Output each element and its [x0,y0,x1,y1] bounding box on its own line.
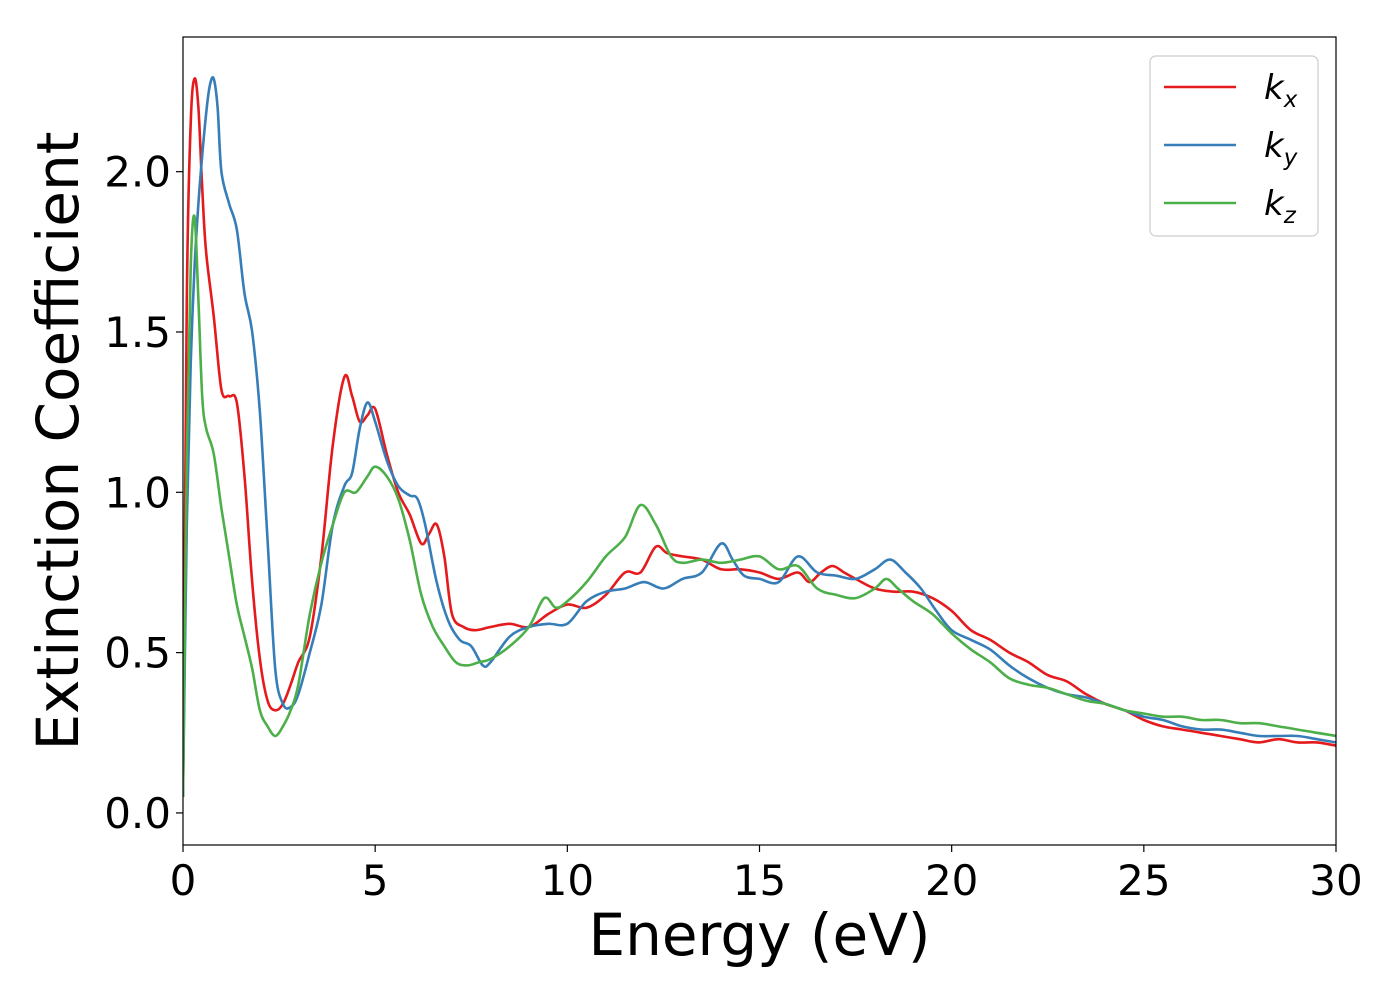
legend-label-kz: kz [1264,184,1297,229]
x-tick-label: 10 [541,856,594,905]
y-tick-label: 1.0 [104,468,171,517]
x-tick-label: 25 [1117,856,1170,905]
legend-label-ky: ky [1264,126,1298,171]
series-line-kz [183,214,1336,797]
series-layer [183,75,1336,797]
y-axis-ticks: 0.0 0.5 1.0 1.5 2.0 [104,148,183,838]
x-tick-label: 5 [362,856,389,905]
y-tick-label: 0.0 [104,789,171,838]
x-axis-ticks: 0 5 10 15 20 25 30 [170,845,1363,905]
y-tick-label: 0.5 [104,629,171,678]
y-tick-label: 1.5 [104,308,171,357]
y-axis-label: Extinction Coefficient [24,132,92,751]
x-tick-label: 0 [170,856,197,905]
legend-label-kx: kx [1264,68,1298,113]
legend-label-subscript: x [1283,87,1298,113]
legend-label-subscript: y [1283,145,1298,171]
legend-label-base: k [1264,126,1285,166]
x-axis-label: Energy (eV) [588,901,930,969]
x-tick-label: 30 [1309,856,1362,905]
series-line-kx [183,77,1336,797]
legend-label-base: k [1264,184,1285,224]
x-tick-label: 15 [733,856,786,905]
x-tick-label: 20 [925,856,978,905]
legend-label-base: k [1264,68,1285,108]
legend-label-subscript: z [1283,203,1297,229]
y-tick-label: 2.0 [104,148,171,197]
